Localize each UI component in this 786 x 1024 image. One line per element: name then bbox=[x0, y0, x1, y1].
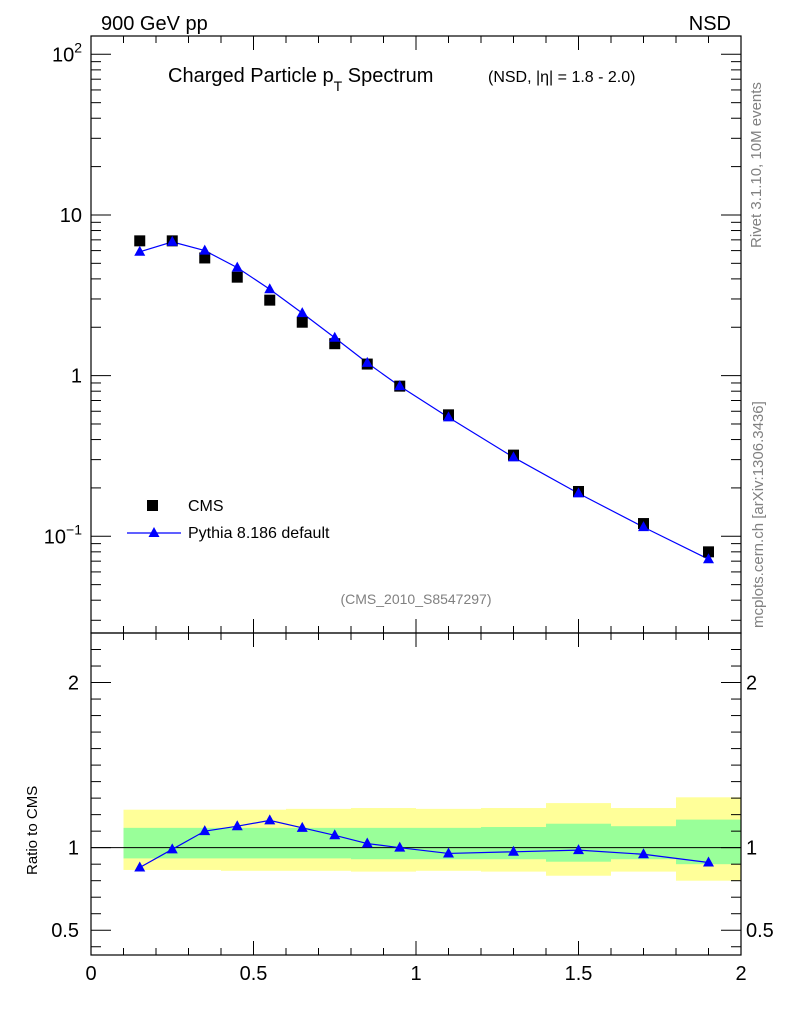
ratio-panel: 2 2 1 1 0.5 0.5 0 0.5 1 1.5 2 Ratio to CMS bbox=[24, 632, 774, 985]
pythia-point bbox=[329, 331, 341, 342]
ratio-pythia-point bbox=[573, 844, 584, 855]
ratio-y-tick-label-left: 2 bbox=[68, 673, 79, 695]
ratio-y-tick-labels: 2 2 1 1 0.5 0.5 bbox=[51, 673, 774, 943]
cms-data-point bbox=[264, 294, 276, 306]
pythia-point bbox=[361, 356, 373, 367]
main-frame bbox=[90, 35, 742, 634]
event-class-label: NSD bbox=[689, 13, 731, 35]
main-y-tick-label: 102 bbox=[52, 39, 82, 66]
ratio-pythia-point bbox=[443, 847, 454, 858]
cms-data-point bbox=[296, 316, 308, 328]
collision-label: 900 GeV pp bbox=[101, 13, 208, 35]
pythia-point bbox=[296, 307, 308, 318]
pythia-point bbox=[638, 521, 649, 532]
chart-title-qualifier: (NSD, |η| = 1.8 - 2.0) bbox=[488, 69, 635, 86]
main-y-tick-label: 1 bbox=[71, 366, 82, 388]
legend-pythia-label: Pythia 8.186 default bbox=[188, 525, 330, 542]
ratio-y-tick-label-right: 0.5 bbox=[746, 920, 774, 942]
legend-cms-marker bbox=[147, 500, 158, 511]
ratio-band-inner bbox=[253, 827, 286, 859]
ratio-pythia-point bbox=[231, 820, 243, 831]
ratio-pythia-point bbox=[296, 821, 308, 832]
pythia-point bbox=[703, 553, 714, 564]
main-y-tick-base: 10 bbox=[52, 44, 74, 66]
ratio-frame bbox=[90, 632, 742, 956]
ratio-pythia-line bbox=[139, 819, 709, 869]
cms-data-point bbox=[199, 252, 211, 264]
pythia-point bbox=[508, 451, 519, 462]
ratio-y-tick-label-right: 2 bbox=[746, 673, 757, 695]
x-tick-label: 0 bbox=[85, 963, 96, 985]
x-tick-label: 1.5 bbox=[565, 963, 593, 985]
pythia-point bbox=[264, 283, 276, 294]
ratio-uncertainty-bands bbox=[123, 797, 741, 881]
ratio-series bbox=[134, 814, 714, 872]
ratio-band-inner bbox=[123, 827, 156, 859]
ratio-band-inner bbox=[286, 827, 319, 859]
pythia-point bbox=[443, 411, 454, 422]
cms-data-point bbox=[231, 271, 243, 283]
pythia-point bbox=[231, 261, 243, 272]
main-axis-ticks bbox=[90, 36, 742, 633]
chart-title-subscript: T bbox=[334, 78, 343, 94]
ratio-y-tick-label-left: 0.5 bbox=[51, 920, 79, 942]
ratio-pythia-point bbox=[166, 843, 178, 854]
chart-title-main: Charged Particle p bbox=[168, 65, 334, 87]
chart-title-rest: Spectrum bbox=[342, 65, 433, 87]
ratio-y-tick-label-right: 1 bbox=[746, 838, 757, 860]
main-y-tick-exponent: −1 bbox=[66, 521, 82, 537]
ratio-pythia-point bbox=[703, 856, 714, 867]
x-tick-labels: 0 0.5 1 1.5 2 bbox=[85, 963, 746, 985]
ratio-pythia-point bbox=[134, 861, 146, 872]
x-tick-label: 2 bbox=[735, 963, 746, 985]
ratio-pythia-point bbox=[361, 837, 373, 848]
cms-data-point bbox=[329, 338, 341, 350]
main-y-tick-exponent: 2 bbox=[74, 39, 82, 55]
ratio-pythia-point bbox=[199, 825, 211, 836]
cms-data-point bbox=[703, 546, 714, 558]
ratio-pythia-point bbox=[394, 841, 406, 852]
ratio-band-inner bbox=[546, 823, 611, 862]
ratio-pythia-point bbox=[329, 829, 341, 840]
ratio-y-axis-label: Ratio to CMS bbox=[24, 786, 41, 875]
legend-cms-label: CMS bbox=[188, 498, 224, 515]
main-y-tick-label: 10−1 bbox=[44, 521, 82, 548]
source-label: mcplots.cern.ch [arXiv:1306.3436] bbox=[750, 401, 767, 628]
ratio-pythia-point bbox=[638, 848, 649, 859]
ratio-axis-ticks bbox=[90, 633, 742, 955]
legend: CMS Pythia 8.186 default bbox=[127, 498, 330, 542]
pythia-point bbox=[134, 245, 146, 256]
ratio-y-tick-label-left: 1 bbox=[68, 838, 79, 860]
main-y-tick-base: 1 bbox=[71, 366, 82, 388]
pythia-point bbox=[573, 487, 584, 498]
pythia-point bbox=[199, 244, 211, 255]
x-tick-label: 1 bbox=[410, 963, 421, 985]
analysis-id: (CMS_2010_S8547297) bbox=[341, 591, 492, 607]
cms-data-point bbox=[134, 235, 146, 247]
x-tick-label: 0.5 bbox=[240, 963, 268, 985]
pythia-point bbox=[166, 235, 178, 246]
pythia-line bbox=[139, 241, 709, 560]
ratio-band-inner bbox=[221, 827, 254, 859]
ratio-pythia-point bbox=[508, 845, 519, 856]
main-series bbox=[134, 235, 714, 564]
ratio-pythia-point bbox=[264, 814, 276, 825]
legend-pythia-marker bbox=[148, 527, 160, 537]
pythia-point bbox=[394, 380, 406, 391]
chart-title: Charged Particle pT Spectrum bbox=[168, 65, 433, 94]
main-y-tick-base: 10 bbox=[60, 205, 82, 227]
rivet-label: Rivet 3.1.10, 10M events bbox=[748, 82, 765, 248]
main-y-tick-base: 10 bbox=[44, 526, 66, 548]
main-y-tick-label: 10 bbox=[60, 205, 82, 227]
